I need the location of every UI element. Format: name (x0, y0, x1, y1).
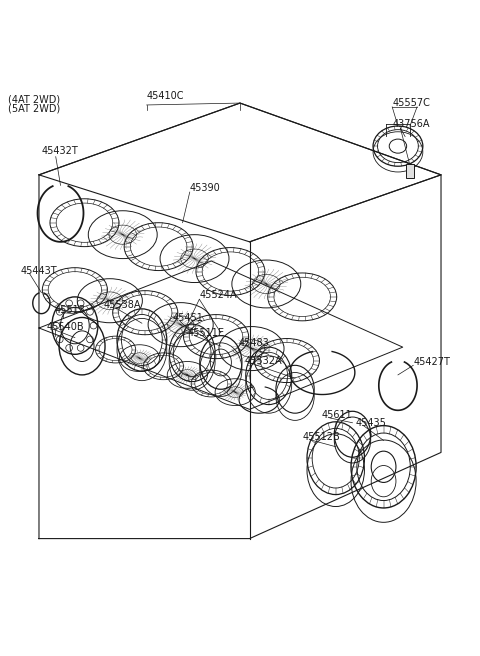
Text: 45532A: 45532A (245, 356, 282, 365)
Text: 45513: 45513 (54, 305, 85, 315)
Text: (5AT 2WD): (5AT 2WD) (8, 103, 60, 113)
Text: 45390: 45390 (190, 183, 220, 194)
Text: 45538A: 45538A (104, 300, 141, 310)
Text: 45432T: 45432T (41, 146, 78, 156)
Text: (4AT 2WD): (4AT 2WD) (8, 94, 60, 104)
Text: 45511E: 45511E (187, 328, 224, 338)
Text: 45483: 45483 (239, 338, 270, 348)
Text: 43756A: 43756A (392, 119, 430, 129)
Text: 45557C: 45557C (392, 98, 430, 108)
Text: 45524A: 45524A (199, 291, 237, 300)
Text: 45410C: 45410C (147, 91, 184, 101)
Bar (406, 164, 414, 178)
Text: 45611: 45611 (322, 410, 352, 420)
Text: 45443T: 45443T (21, 266, 58, 276)
Text: 45540B: 45540B (46, 322, 84, 332)
Text: 45512B: 45512B (302, 432, 340, 442)
Text: 45427T: 45427T (413, 358, 450, 367)
Text: 45451: 45451 (173, 314, 204, 323)
Text: 45435: 45435 (356, 418, 387, 428)
